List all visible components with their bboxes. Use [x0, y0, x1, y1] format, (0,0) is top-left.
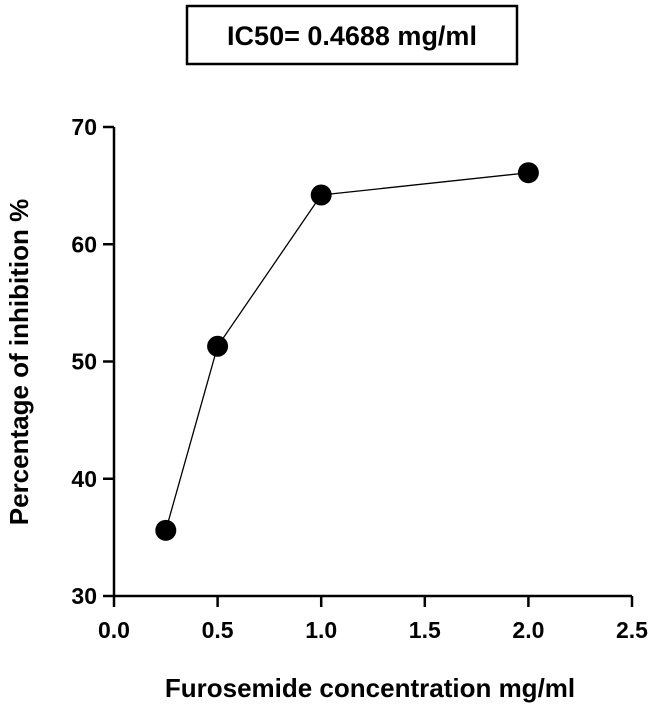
chart-title-frame	[185, 4, 519, 66]
axes	[112, 127, 632, 598]
x-tick-label: 1.0	[305, 617, 337, 643]
series-line	[165, 172, 529, 531]
data-point	[207, 335, 229, 357]
data-points	[155, 162, 539, 541]
x-axis-title: Furosemide concentration mg/ml	[165, 673, 575, 703]
y-tick-label: 50	[71, 349, 97, 375]
x-tick-label: 0.5	[202, 617, 234, 643]
chart-title-box: IC50= 0.4688 mg/ml	[185, 4, 519, 66]
y-ticks: 30 40 50 60 70	[71, 114, 114, 609]
x-tick-label: 2.5	[616, 617, 648, 643]
y-axis-title: Percentage of inhibition %	[4, 199, 34, 525]
y-tick-label: 70	[71, 114, 97, 140]
x-tick-label: 2.0	[512, 617, 544, 643]
x-tick-label: 1.5	[409, 617, 441, 643]
y-tick-label: 30	[71, 583, 97, 609]
data-point	[517, 162, 539, 184]
data-point	[310, 184, 332, 206]
chart-title: IC50= 0.4688 mg/ml	[227, 21, 477, 51]
y-tick-label: 40	[71, 466, 97, 492]
x-ticks: 0.0 0.5 1.0 1.5 2.0 2.5	[98, 596, 648, 643]
x-tick-label: 0.0	[98, 617, 130, 643]
y-tick-label: 60	[71, 231, 97, 257]
data-point	[155, 519, 177, 541]
